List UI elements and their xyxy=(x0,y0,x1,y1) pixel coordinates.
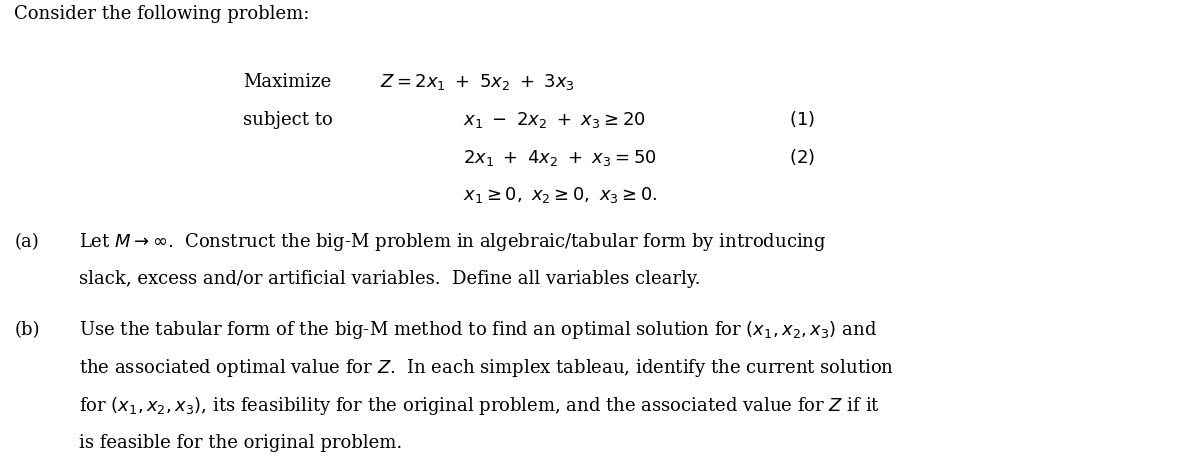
Text: Consider the following problem:: Consider the following problem: xyxy=(14,5,310,23)
Text: $x_1 \ - \ 2x_2 \ + \ x_3 \geq 20$: $x_1 \ - \ 2x_2 \ + \ x_3 \geq 20$ xyxy=(463,110,645,130)
Text: $(1)$: $(1)$ xyxy=(789,109,815,129)
Text: (a): (a) xyxy=(14,233,39,251)
Text: Let $M \rightarrow \infty$.  Construct the big-M problem in algebraic/tabular fo: Let $M \rightarrow \infty$. Construct th… xyxy=(79,231,827,253)
Text: $2x_1 \ + \ 4x_2 \ + \ x_3 = 50$: $2x_1 \ + \ 4x_2 \ + \ x_3 = 50$ xyxy=(463,148,656,168)
Text: the associated optimal value for $Z$.  In each simplex tableau, identify the cur: the associated optimal value for $Z$. In… xyxy=(79,357,894,379)
Text: for $(x_1, x_2, x_3)$, its feasibility for the original problem, and the associa: for $(x_1, x_2, x_3)$, its feasibility f… xyxy=(79,395,880,417)
Text: $(2)$: $(2)$ xyxy=(789,147,815,167)
Text: is feasible for the original problem.: is feasible for the original problem. xyxy=(79,434,403,453)
Text: $x_1 \geq 0, \ x_2 \geq 0, \ x_3 \geq 0.$: $x_1 \geq 0, \ x_2 \geq 0, \ x_3 \geq 0.… xyxy=(463,185,657,205)
Text: Use the tabular form of the big-M method to find an optimal solution for $(x_1, : Use the tabular form of the big-M method… xyxy=(79,319,878,341)
Text: Maximize: Maximize xyxy=(243,73,331,92)
Text: (b): (b) xyxy=(14,321,40,340)
Text: $Z = 2x_1 \ + \ 5x_2 \ + \ 3x_3$: $Z = 2x_1 \ + \ 5x_2 \ + \ 3x_3$ xyxy=(380,72,574,92)
Text: slack, excess and/or artificial variables.  Define all variables clearly.: slack, excess and/or artificial variable… xyxy=(79,270,701,289)
Text: subject to: subject to xyxy=(243,111,333,129)
